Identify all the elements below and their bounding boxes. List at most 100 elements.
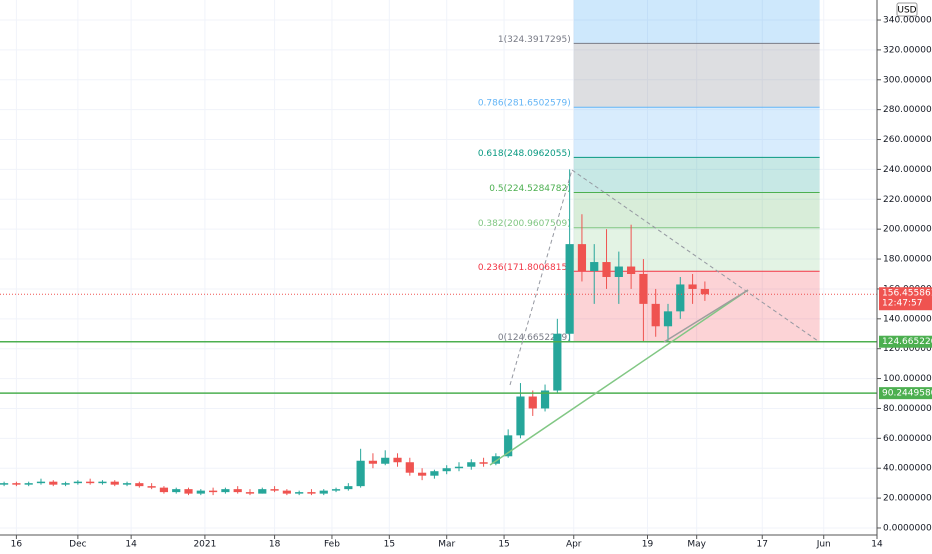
y-tick-label: 340.0000000 [883,16,932,26]
fib-zone [573,271,820,342]
currency-box[interactable] [896,2,918,17]
x-tick-label: 18 [269,540,281,550]
fib-zone [573,107,820,158]
candle-body [442,468,451,472]
fib-zone [573,227,820,272]
y-tick-label: 320.0000000 [883,45,932,55]
candle-body [159,487,169,493]
candle-body [245,492,255,494]
candle-body [196,490,205,494]
candle-body [528,396,537,409]
last-price-box [879,287,932,311]
candle-body [553,333,562,391]
candle-body [540,390,550,409]
x-tick-label: 15 [384,540,395,550]
price-label: 90.2449580 [882,389,932,399]
candle-body [639,273,648,304]
candle-body [122,483,132,485]
candle-body [491,456,500,464]
x-tick-label: Jun [816,540,831,550]
fib-label: 0(124.6652269) [498,333,571,343]
candle-body [663,311,673,327]
fib-trend-line [571,169,819,342]
y-tick-label: 120.0000000 [883,344,932,354]
candle-body [590,262,599,272]
y-tick-label: 260.0000000 [883,135,932,145]
candle-body [110,481,119,485]
x-tick-label: 14 [871,540,883,550]
candle-body [295,492,304,494]
fib-label: 0.786(281.6502579) [478,99,571,109]
candle-body [504,435,513,457]
candle-body [602,262,611,277]
price-axis [877,0,932,550]
trend-line [663,289,749,343]
candle-body [61,483,70,485]
last-price-label: 156.4558611 [882,289,932,299]
x-tick-label: 19 [642,540,654,550]
y-tick-label: 200.0000000 [883,225,932,235]
y-tick-label: 240.0000000 [883,165,932,175]
candle-body [479,462,488,464]
candle-body [381,457,390,464]
x-tick-label: Feb [324,540,340,550]
x-tick-label: May [687,540,706,550]
candle-body [282,490,291,494]
y-tick-label: 180.0000000 [883,255,932,265]
plot-area [0,0,877,535]
fib-zone [573,192,820,228]
y-tick-label: 220.0000000 [883,195,932,205]
countdown: 12:47:57 [882,299,922,309]
trend-line [489,289,749,466]
candle-body [565,244,574,334]
candle-body [49,481,58,485]
y-tick-label: 280.0000000 [883,105,932,115]
x-tick-label: Apr [566,540,582,550]
y-tick-label: 60.0000000 [883,434,932,444]
candle-body [467,462,476,467]
candle-body [516,396,525,436]
fib-label: 0.236(171.8006815) [478,263,571,273]
y-tick-label: 140.0000000 [883,314,932,324]
candle-body [676,284,685,312]
candle-body [344,486,353,490]
x-tick-label: 17 [757,540,768,550]
candle-body [700,288,709,295]
candle-body [221,489,230,493]
candle-body [135,483,144,487]
candle-body [184,489,193,494]
y-tick-label: 100.0000000 [883,374,932,384]
candle-body [209,490,218,493]
fib-label: 0.5(224.5284782) [489,184,570,194]
candle-body [614,266,623,277]
candle-body [270,489,279,491]
candle-body [73,481,82,484]
candle-body [577,244,587,272]
candle-body [331,489,341,491]
x-tick-label: 2021 [193,540,216,550]
currency: USD [897,6,916,16]
price-label-box [879,387,932,400]
candle-body [172,489,181,493]
candle-body [688,284,697,289]
fib-label: 0.618(248.0962055) [478,149,571,159]
candle-body [98,481,107,484]
candle-body [12,483,21,485]
fib-zone [573,0,820,44]
y-tick-label: 40.0000000 [883,464,932,474]
x-tick-label: Dec [69,540,86,550]
candle-body [147,486,156,488]
candle-body [430,471,439,476]
candle-body [319,490,328,494]
candle-body [393,457,402,463]
price-label: 124.6652269 [882,337,932,347]
candle-body [0,483,9,485]
y-tick-label: 0.0000000 [883,523,932,533]
fib-trend-line [509,169,573,386]
candle-body [368,460,378,464]
price-label-box [879,335,932,348]
candle-body [405,462,414,473]
candle-body [627,266,636,274]
y-tick-label: 300.0000000 [883,75,932,85]
